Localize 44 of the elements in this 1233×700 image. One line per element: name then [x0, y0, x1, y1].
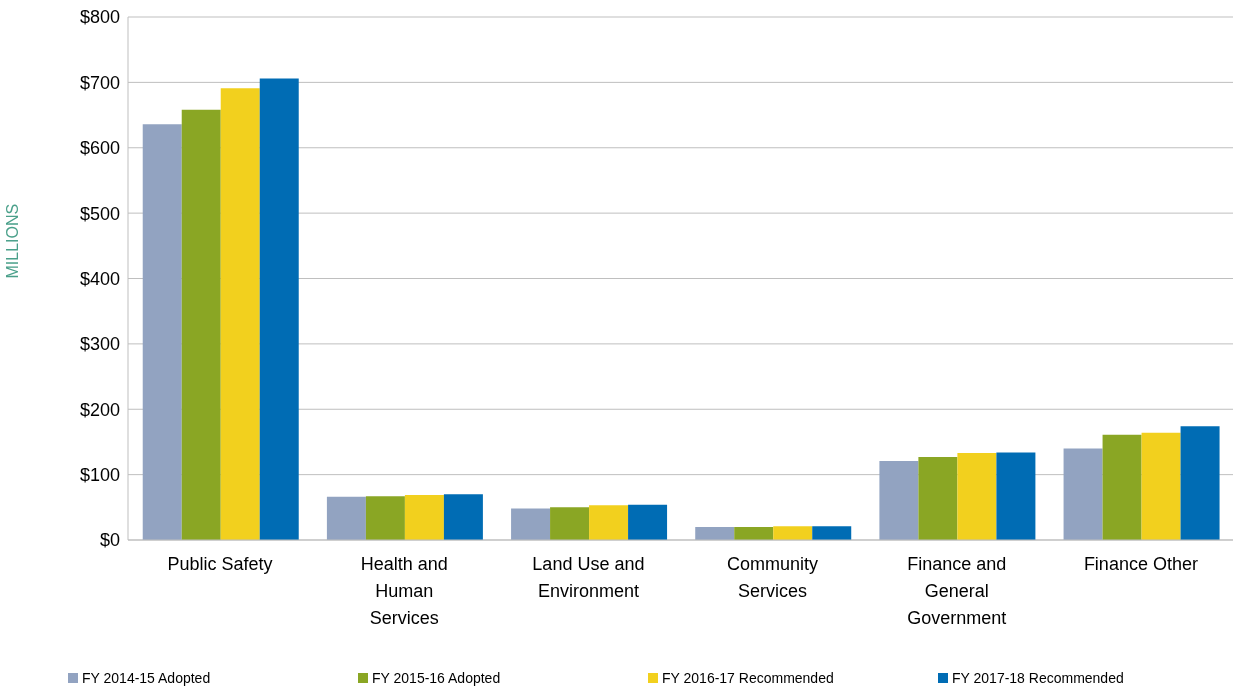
bar — [550, 507, 590, 540]
legend-label: FY 2014-15 Adopted — [82, 670, 211, 686]
x-tick-label: Finance and General Government — [907, 554, 1007, 628]
bar — [957, 453, 997, 540]
legend-label: FY 2016-17 Recommended — [662, 670, 834, 686]
bar — [404, 494, 444, 540]
bar — [443, 494, 483, 540]
y-tick-label: $0 — [99, 530, 120, 551]
bar — [1141, 432, 1181, 540]
bar — [773, 526, 813, 540]
y-tick-label: $700 — [79, 72, 120, 93]
legend-label: FY 2015-16 Adopted — [372, 670, 501, 686]
y-tick-label: $800 — [79, 7, 120, 28]
bar — [996, 452, 1036, 540]
y-tick-label: $500 — [79, 203, 120, 224]
bar — [365, 496, 405, 540]
bar — [628, 504, 668, 540]
bar — [734, 526, 774, 540]
y-tick-label: $400 — [79, 268, 120, 289]
y-axis-title: MILLIONS — [3, 203, 21, 279]
bar — [695, 526, 735, 540]
bar — [918, 456, 958, 540]
y-tick-label: $100 — [79, 465, 120, 486]
bar — [511, 508, 551, 540]
x-tick-label: Community Services — [727, 554, 819, 601]
bar — [1063, 448, 1103, 540]
legend-label: FY 2017-18 Recommended — [952, 670, 1124, 686]
x-tick-label: Land Use and Environment — [532, 554, 645, 601]
x-tick-label: Public Safety — [167, 554, 273, 574]
x-tick-label: Health and Human Services — [360, 554, 448, 628]
bar — [142, 124, 182, 540]
bar — [1180, 426, 1220, 540]
bar — [589, 505, 629, 540]
bar — [181, 109, 221, 540]
bar — [812, 526, 852, 540]
y-tick-label: $200 — [79, 399, 120, 420]
bar — [1102, 434, 1142, 540]
bar — [259, 78, 299, 540]
y-tick-label: $600 — [79, 138, 120, 159]
y-tick-label: $300 — [79, 334, 120, 355]
bar — [326, 496, 366, 540]
x-tick-label: Finance Other — [1083, 554, 1198, 574]
bar — [220, 88, 260, 540]
bar — [879, 460, 919, 540]
